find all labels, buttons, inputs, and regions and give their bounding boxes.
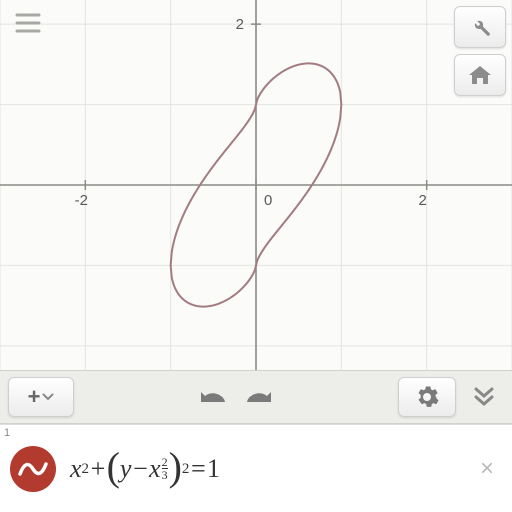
graph-canvas: -2 0 2 2 [0,0,512,370]
svg-text:2: 2 [418,192,426,209]
wrench-button[interactable] [454,6,506,48]
toolbar: + [0,370,512,424]
settings-button[interactable] [398,377,456,417]
menu-icon[interactable] [10,8,46,40]
add-button[interactable]: + [8,377,74,417]
undo-icon [199,386,229,406]
equation-color-icon[interactable] [10,446,56,492]
chevrons-down-icon [472,384,496,408]
graph-tools [454,6,506,96]
redo-button[interactable] [243,386,273,409]
close-icon[interactable]: × [472,455,512,483]
redo-icon [243,386,273,406]
equation-index: 1 [4,427,10,439]
add-label: + [28,384,41,410]
home-icon [467,63,493,87]
chevron-down-icon [42,391,54,403]
home-button[interactable] [454,54,506,96]
graph-area[interactable]: -2 0 2 2 [0,0,512,370]
wrench-icon [468,15,492,39]
svg-text:-2: -2 [75,192,88,209]
collapse-button[interactable] [464,384,504,411]
equation-formula[interactable]: x2 + ( y − x23 )2 = 1 [56,445,472,492]
undo-redo-group [199,386,273,409]
undo-button[interactable] [199,386,229,409]
equation-row[interactable]: 1 x2 + ( y − x23 )2 = 1 × [0,424,512,512]
wave-icon [16,452,50,486]
svg-text:2: 2 [236,16,244,33]
gear-icon [415,385,439,409]
svg-text:0: 0 [264,192,272,209]
